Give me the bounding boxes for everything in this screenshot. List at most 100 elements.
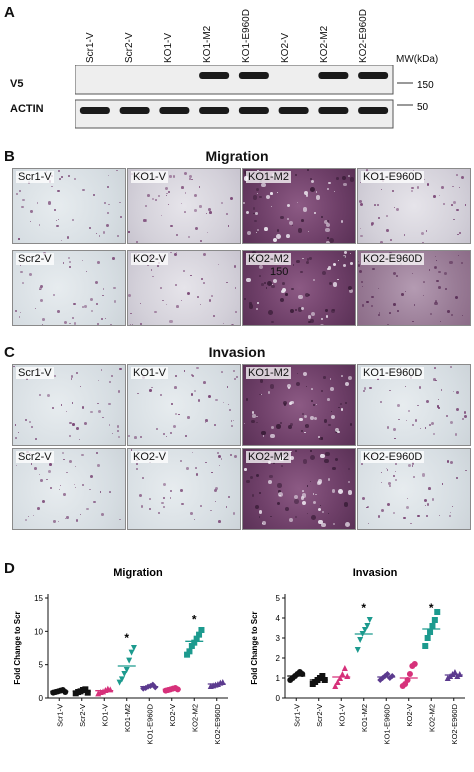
cell-speck xyxy=(304,292,310,298)
cell-speck xyxy=(245,398,249,401)
cell-speck xyxy=(31,463,33,465)
cell-speck xyxy=(296,201,298,203)
data-point xyxy=(191,639,198,646)
cell-speck xyxy=(228,403,230,406)
cell-speck xyxy=(24,519,27,522)
cell-speck xyxy=(444,272,448,276)
data-point xyxy=(427,629,434,635)
cell-speck xyxy=(302,371,308,376)
cell-speck xyxy=(81,406,85,409)
cell-speck xyxy=(300,219,304,222)
significance-marker: * xyxy=(192,612,197,626)
data-point xyxy=(384,671,391,677)
cell-speck xyxy=(81,453,84,457)
cell-speck xyxy=(253,212,255,215)
cell-speck xyxy=(446,415,448,418)
micrograph-label: KO2-M2 xyxy=(246,253,291,265)
cell-speck xyxy=(84,305,88,308)
chart-title: Invasion xyxy=(353,567,398,579)
x-tick-label: KO1-E960D xyxy=(382,703,391,744)
cell-speck xyxy=(300,307,304,311)
cell-speck xyxy=(63,493,67,496)
data-point xyxy=(339,671,346,677)
cell-speck xyxy=(271,320,274,323)
data-point xyxy=(422,643,429,649)
cell-speck xyxy=(116,429,120,433)
cell-speck xyxy=(28,420,31,423)
cell-speck xyxy=(358,199,362,203)
cell-speck xyxy=(170,224,173,227)
cell-speck xyxy=(73,177,76,180)
cell-speck xyxy=(262,435,265,437)
cell-speck xyxy=(321,318,323,320)
micrograph-invasion-ko1-e960d: KO1-E960D xyxy=(357,364,471,446)
cell-speck xyxy=(183,270,185,273)
cell-speck xyxy=(369,386,372,390)
cell-speck xyxy=(261,430,267,436)
cell-speck xyxy=(167,203,169,205)
cell-speck xyxy=(130,449,132,451)
cell-speck xyxy=(76,427,79,430)
cell-speck xyxy=(196,295,199,298)
cell-speck xyxy=(181,186,184,189)
cell-speck xyxy=(344,381,350,387)
cell-speck xyxy=(395,274,398,277)
cell-speck xyxy=(82,188,85,192)
cell-speck xyxy=(398,418,400,421)
cell-speck xyxy=(315,190,318,193)
cell-speck xyxy=(51,406,55,410)
cell-speck xyxy=(206,231,208,234)
cell-speck xyxy=(280,298,285,303)
cell-speck xyxy=(378,216,381,219)
cell-speck xyxy=(96,261,100,264)
cell-speck xyxy=(152,275,155,278)
cell-speck xyxy=(48,470,52,474)
cell-speck xyxy=(256,421,258,423)
cell-speck xyxy=(24,419,27,422)
data-point xyxy=(123,667,130,673)
cell-speck xyxy=(413,304,416,306)
cell-speck xyxy=(194,467,197,469)
cell-speck xyxy=(19,311,22,313)
cell-speck xyxy=(312,501,317,505)
cell-speck xyxy=(68,460,72,464)
micrograph-overlay-text: 150 xyxy=(270,266,289,278)
cell-speck xyxy=(135,468,139,471)
cell-speck xyxy=(259,275,261,277)
micrograph-migration-scr1: Scr1-V xyxy=(12,168,126,244)
cell-speck xyxy=(441,389,443,391)
cell-speck xyxy=(337,259,340,262)
cell-speck xyxy=(249,476,253,480)
cell-speck xyxy=(101,513,105,516)
cell-speck xyxy=(95,303,99,306)
cell-speck xyxy=(309,257,312,260)
blot-strip-v5 xyxy=(75,65,394,95)
cell-speck xyxy=(243,422,246,425)
cell-speck xyxy=(421,473,425,477)
cell-speck xyxy=(72,218,75,221)
cell-speck xyxy=(276,424,281,429)
cell-speck xyxy=(403,516,406,519)
data-point xyxy=(186,648,193,655)
cell-speck xyxy=(257,302,259,304)
cell-speck xyxy=(90,297,93,301)
cell-speck xyxy=(249,302,252,305)
cell-speck xyxy=(290,400,294,405)
micrograph-label: Scr2-V xyxy=(16,253,54,265)
cell-speck xyxy=(53,374,57,378)
cell-speck xyxy=(302,257,304,260)
cell-speck xyxy=(213,424,216,426)
data-point xyxy=(62,689,69,695)
cell-speck xyxy=(207,394,211,398)
cell-speck xyxy=(102,231,105,234)
cell-speck xyxy=(360,280,364,284)
cell-speck xyxy=(280,215,284,219)
cell-speck xyxy=(396,404,400,408)
cell-speck xyxy=(88,227,91,230)
cell-speck xyxy=(111,433,113,435)
cell-speck xyxy=(259,379,263,383)
cell-speck xyxy=(255,211,259,215)
cell-speck xyxy=(213,314,216,317)
cell-speck xyxy=(392,511,395,514)
cell-speck xyxy=(411,462,415,465)
